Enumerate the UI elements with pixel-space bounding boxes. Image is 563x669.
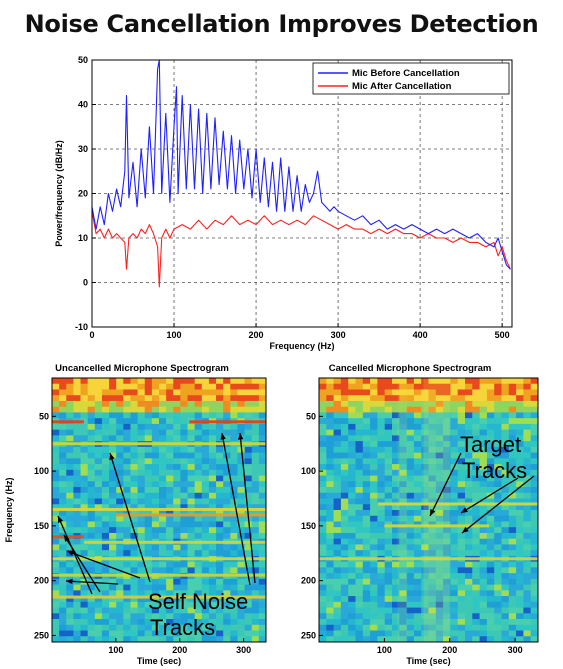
spectral-track [115,513,266,517]
y-tick-label: 10 [78,233,88,243]
target-arrows [429,452,535,534]
x-tick-label: 100 [108,645,123,655]
x-axis-label: Frequency (Hz) [269,341,334,351]
x-tick-label: 100 [377,645,392,655]
arrow-head [64,535,70,542]
target-tracks-label: Target [460,432,521,457]
x-axis-label: Time (sec) [137,656,181,666]
legend-label: Mic Before Cancellation [352,68,460,79]
y-axis-label: Power/frequency (dB/Hz) [54,140,64,247]
arrow-head [66,578,73,585]
spectral-track [319,557,538,561]
arrow-line [221,432,251,586]
spectral-track [52,420,84,424]
spectrogram-frame [51,377,267,643]
y-tick-label: 250 [301,630,316,640]
x-tick-label: 0 [89,330,94,340]
x-tick-label: 200 [249,330,264,340]
series-line [91,59,511,270]
y-tick-label: 20 [78,189,88,199]
spectral-track [377,502,538,506]
x-tick-label: 400 [413,330,428,340]
arrow-line [57,515,93,595]
spectral-track [52,507,266,511]
spectral-track [52,557,266,561]
spectral-track [52,573,266,577]
x-tick-label: 200 [172,645,187,655]
arrow-line [461,475,535,534]
y-axis-label: Frequency (Hz) [4,477,14,542]
arrow-head [430,509,436,516]
arrow-line [429,452,462,517]
y-tick-label: 150 [301,521,316,531]
y-tick-label: 40 [78,100,88,110]
legend: Mic Before Cancellation Mic After Cancell… [312,62,510,95]
spectral-track [52,442,266,446]
cancelled-spectrogram: Cancelled Microphone Spectrogram 50 100 150… [301,363,539,666]
arrow-head [58,516,64,523]
y-tick-label: 150 [34,521,49,531]
y-tick-label: 100 [34,466,49,476]
y-tick-label: -10 [75,322,88,332]
target-tracks-label: Tracks [462,458,527,483]
arrow-head [237,433,244,440]
arrow-head [109,453,115,460]
arrow-head [461,507,468,513]
legend-label: Mic After Cancellation [352,81,452,92]
time-band [423,378,450,642]
self-noise-label: Self Noise [148,589,248,614]
arrow-head [67,550,74,556]
spectrogram-title: Uncancelled Microphone Spectrogram [55,363,229,374]
page-title: Noise Cancellation Improves Detection [24,10,539,38]
spectral-track [52,595,266,599]
psd-line-chart: 0 100 200 300 400 500-1001020304050Frequency … [54,55,513,351]
uncancelled-spectrogram: Uncancelled Microphone Spectrogram 50 100 1… [4,363,267,666]
arrow-line [66,550,141,579]
spectrogram-image [52,378,267,643]
x-tick-label: 300 [508,645,523,655]
x-tick-label: 500 [495,330,510,340]
y-tick-label: 50 [39,411,49,421]
legend-box [312,62,510,95]
arrow-line [239,432,256,584]
spectrogram-frame [318,377,539,643]
y-tick-label: 0 [83,278,88,288]
spectral-track [189,420,266,424]
x-tick-label: 100 [167,330,182,340]
y-tick-label: 30 [78,144,88,154]
y-tick-label: 50 [306,411,316,421]
x-axis-label: Time (sec) [406,656,450,666]
arrow-line [460,477,519,514]
y-tick-label: 200 [301,576,316,586]
y-tick-label: 250 [34,630,49,640]
spectral-track [52,535,84,539]
spectrogram-title: Cancelled Microphone Spectrogram [329,363,492,374]
arrow-line [109,452,151,583]
arrow-head [220,433,226,440]
x-tick-label: 200 [442,645,457,655]
y-tick-label: 200 [34,576,49,586]
y-tick-label: 100 [301,466,316,476]
series-line [91,211,511,288]
spectral-track [384,524,489,528]
arrow-line [65,580,119,585]
time-band [397,378,408,642]
spectrogram-image [319,378,539,643]
self-noise-label: Tracks [150,615,215,640]
arrow-head [462,526,469,533]
x-tick-label: 300 [331,330,346,340]
y-tick-label: 50 [78,55,88,65]
self-noise-arrows [57,432,256,595]
x-tick-label: 300 [236,645,251,655]
spectral-track [83,540,266,544]
